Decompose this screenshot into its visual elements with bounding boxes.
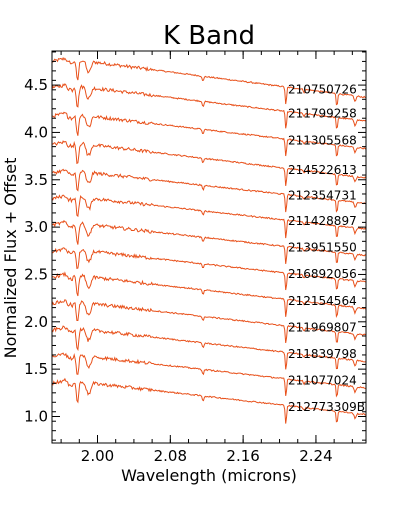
y-tick-label: 3.0 [24, 218, 48, 236]
x-axis-label: Wavelength (microns) [121, 466, 297, 485]
x-tick-label: 2.24 [299, 447, 332, 465]
spectrum-line-211077024 [51, 352, 367, 398]
x-tick-label: 2.00 [81, 447, 114, 465]
x-tick-label: 2.08 [154, 447, 187, 465]
spectrum-line-216892056 [51, 247, 367, 291]
y-tick-label: 4.5 [24, 76, 48, 94]
spectrum-line-210750726 [51, 56, 367, 106]
chart-title: K Band [163, 21, 255, 51]
y-tick-label: 2.5 [24, 265, 48, 283]
x-tick-label: 2.16 [226, 447, 259, 465]
series-label-211305568: 211305568 [288, 134, 357, 148]
spectrum-line-212773309B [51, 377, 367, 424]
spectrum-line-211799258 [51, 83, 367, 129]
y-tick-label: 2.0 [24, 313, 48, 331]
series-label-layer: 210750726 211799258 211305568 214522613 2123… [288, 83, 365, 414]
series-label-211799258: 211799258 [288, 106, 357, 120]
y-axis-label: Normalized Flux + Offset [1, 158, 20, 359]
series-label-212354731: 212354731 [288, 189, 357, 203]
y-tick-label: 1.5 [24, 360, 48, 378]
series-label-210750726: 210750726 [288, 83, 357, 97]
spectrum-line-211839798 [51, 325, 367, 370]
series-label-213951550: 213951550 [288, 241, 357, 255]
spectrum-line-211969807 [51, 299, 367, 343]
series-label-212154564: 212154564 [288, 294, 357, 308]
spectrum-line-212154564 [51, 271, 367, 318]
spectrum-line-212354731 [51, 168, 367, 213]
series-label-211969807: 211969807 [288, 320, 357, 334]
spectrum-line-211305568 [51, 111, 367, 157]
spectrum-line-214522613 [51, 140, 367, 186]
series-layer [51, 56, 367, 424]
series-label-214522613: 214522613 [288, 163, 357, 177]
tick-layer: 2.00 2.08 2.16 2.24 1.0 1.5 2.0 2.5 3.0 3.5 4.0 4.5 [24, 51, 366, 465]
series-label-211077024: 211077024 [288, 373, 357, 387]
spectrum-line-211428897 [51, 194, 367, 239]
plot-frame [51, 50, 367, 444]
y-tick-label: 4.0 [24, 123, 48, 141]
spectrum-line-213951550 [51, 219, 367, 264]
series-label-216892056: 216892056 [288, 267, 357, 281]
series-label-211839798: 211839798 [288, 347, 357, 361]
series-label-211428897: 211428897 [288, 214, 357, 228]
series-label-212773309B: 212773309B [288, 400, 365, 414]
y-tick-label: 1.0 [24, 407, 48, 425]
y-tick-label: 3.5 [24, 171, 48, 189]
